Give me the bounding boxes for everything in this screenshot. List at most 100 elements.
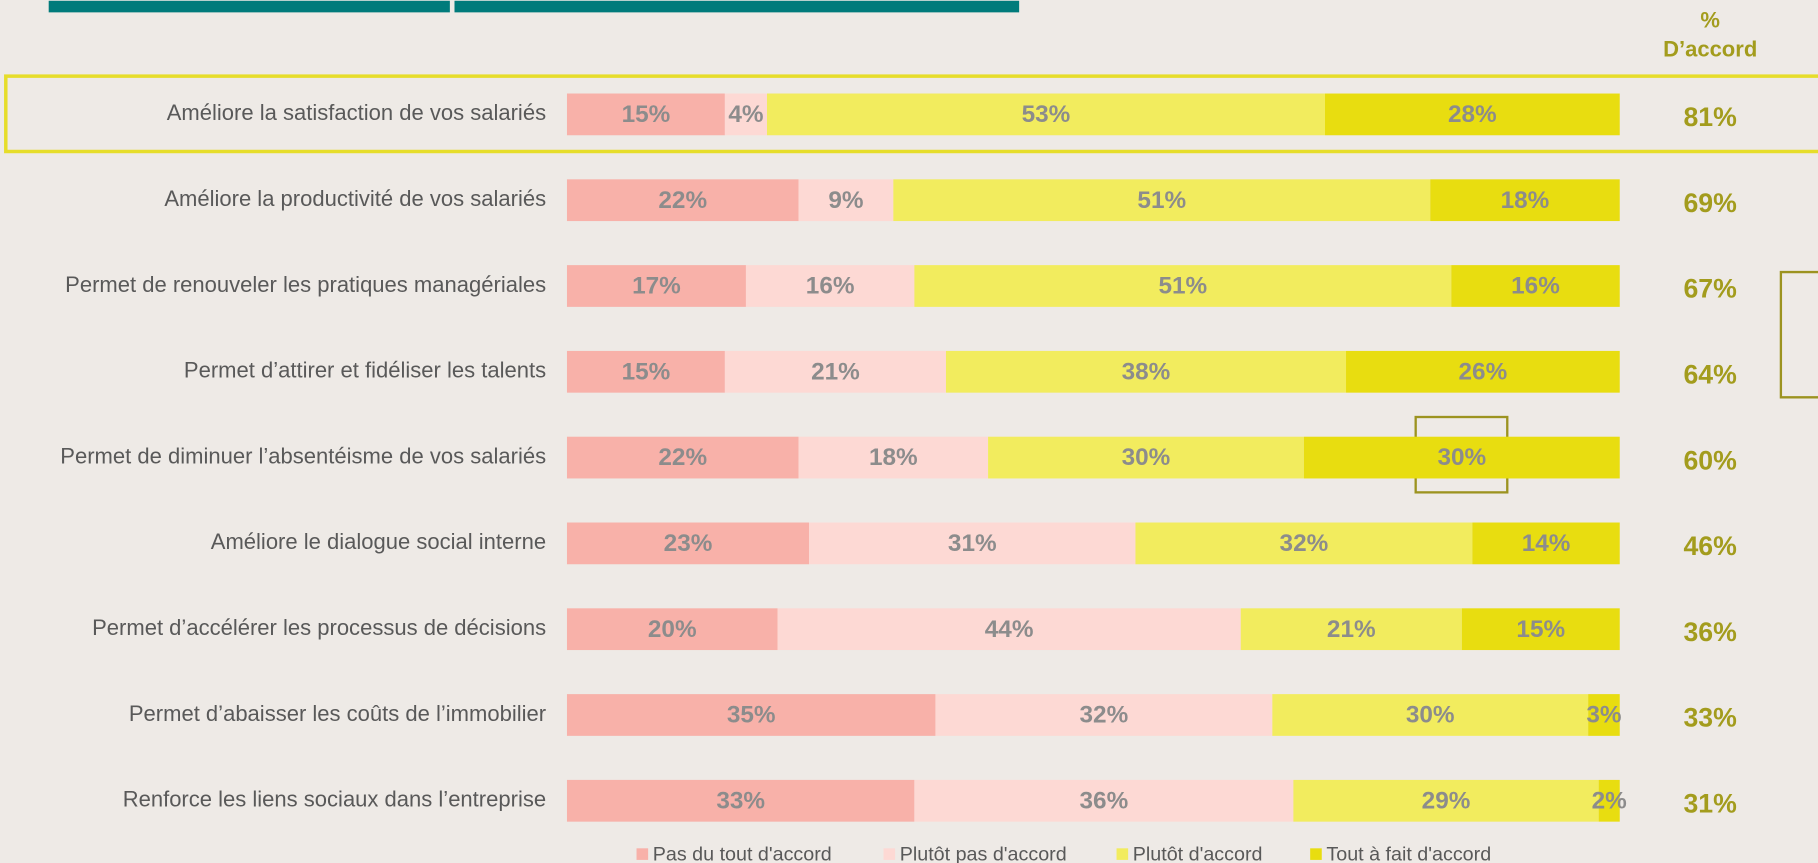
bar-segment: [777, 608, 1241, 651]
value-label: 51%: [1137, 187, 1186, 214]
value-label: 16%: [1511, 273, 1560, 300]
bar-segment: [766, 93, 1325, 136]
value-label: 18%: [1501, 187, 1550, 214]
value-label: 36%: [1080, 787, 1129, 814]
highlight-box: [4, 74, 1818, 154]
total-header: D’accord: [1663, 36, 1757, 61]
value-label: 32%: [1280, 530, 1329, 557]
total-label: 67%: [1683, 274, 1736, 304]
bar-segment: [1430, 179, 1620, 222]
legend-swatch: [1310, 848, 1322, 860]
value-label: 16%: [806, 273, 855, 300]
value-label: 33%: [716, 787, 765, 814]
value-label: 32%: [1080, 702, 1129, 729]
legend-swatch: [1116, 848, 1129, 860]
legend-swatch: [883, 848, 896, 860]
value-label: 21%: [1327, 616, 1376, 643]
value-label: 4%: [728, 101, 763, 128]
category-label: Permet d’attirer et fidéliser les talent…: [184, 358, 546, 383]
value-label: 15%: [622, 101, 671, 128]
bar-segment: [566, 265, 746, 307]
value-label: 20%: [648, 616, 697, 643]
header-bar: [454, 0, 1020, 13]
value-label: 23%: [664, 530, 713, 557]
bar-segment: [1293, 779, 1599, 822]
value-label: 31%: [948, 530, 997, 557]
value-label: 22%: [658, 187, 707, 214]
bar-segment: [1303, 436, 1620, 479]
category-label: Permet d’accélérer les processus de déci…: [92, 615, 546, 640]
value-label: 2%: [1592, 787, 1627, 814]
bar-segment: [724, 93, 767, 136]
value-label: 30%: [1406, 702, 1455, 729]
value-label: 30%: [1122, 444, 1171, 471]
total-header: %: [1700, 7, 1720, 32]
legend-label: Plutôt d'accord: [1133, 843, 1263, 863]
legend-swatch: [636, 848, 649, 860]
bar-segment: [566, 436, 799, 479]
legend-label: Tout à fait d'accord: [1326, 843, 1491, 863]
bar-segment: [1324, 93, 1620, 136]
bracket: [1779, 270, 1818, 399]
value-label: 21%: [811, 358, 860, 385]
bar-segment: [566, 608, 778, 651]
value-label: 14%: [1522, 530, 1571, 557]
bar-segment: [945, 350, 1347, 393]
bar-segment: [1588, 694, 1620, 736]
bar-segment: [988, 436, 1304, 479]
bar-segment: [1472, 522, 1620, 565]
bar-segment: [1135, 522, 1473, 565]
bar-segment: [566, 522, 810, 565]
bar-segment: [1598, 779, 1620, 822]
total-label: 33%: [1683, 703, 1736, 733]
category-label: Permet de renouveler les pratiques manag…: [65, 272, 546, 297]
bar-segment: [1240, 608, 1462, 651]
total-label: 46%: [1683, 531, 1736, 561]
legend-label: Pas du tout d'accord: [653, 843, 832, 863]
bar-segment: [893, 179, 1431, 222]
value-label: 3%: [1586, 702, 1621, 729]
bar-segment: [1461, 608, 1620, 651]
total-label: 36%: [1683, 617, 1736, 647]
bar-segment: [566, 93, 725, 136]
value-label: 38%: [1122, 358, 1171, 385]
bar-segment: [809, 522, 1136, 565]
bar-segment: [798, 436, 989, 479]
bar-segment: [914, 779, 1294, 822]
value-label: 15%: [1516, 616, 1565, 643]
bar-segment: [1346, 350, 1620, 393]
bar-segment: [724, 350, 946, 393]
value-label: 35%: [727, 702, 776, 729]
value-label: 22%: [658, 444, 707, 471]
bar-segment: [935, 694, 1273, 736]
value-label: 26%: [1459, 358, 1508, 385]
header-bar: [48, 0, 450, 13]
total-label: 31%: [1683, 788, 1736, 818]
bar-segment: [566, 779, 915, 822]
value-label: 18%: [869, 444, 918, 471]
bar-segment: [914, 265, 1452, 307]
bar-segment: [798, 179, 894, 222]
value-label: 51%: [1158, 273, 1207, 300]
category-label: Améliore la satisfaction de vos salariés: [167, 100, 546, 125]
legend-label: Plutôt pas d'accord: [900, 843, 1067, 863]
total-label: 81%: [1683, 102, 1736, 132]
bar-segment: [1451, 265, 1620, 307]
category-label: Améliore la productivité de vos salariés: [164, 186, 546, 211]
category-label: Renforce les liens sociaux dans l’entrep…: [123, 787, 546, 812]
value-label: 30%: [1437, 444, 1486, 471]
value-label: 44%: [985, 616, 1034, 643]
value-label: 15%: [622, 358, 671, 385]
category-label: Améliore le dialogue social interne: [211, 529, 546, 554]
total-label: 60%: [1683, 445, 1736, 475]
value-label: 53%: [1022, 101, 1071, 128]
total-label: 69%: [1683, 188, 1736, 218]
bar-segment: [566, 694, 936, 736]
bar-segment: [566, 179, 799, 222]
category-label: Permet d’abaisser les coûts de l’immobil…: [129, 701, 546, 726]
bar-segment: [745, 265, 915, 307]
bar-segment: [566, 350, 725, 393]
value-label: 17%: [632, 273, 681, 300]
category-label: Permet de diminuer l’absentéisme de vos …: [60, 443, 546, 468]
